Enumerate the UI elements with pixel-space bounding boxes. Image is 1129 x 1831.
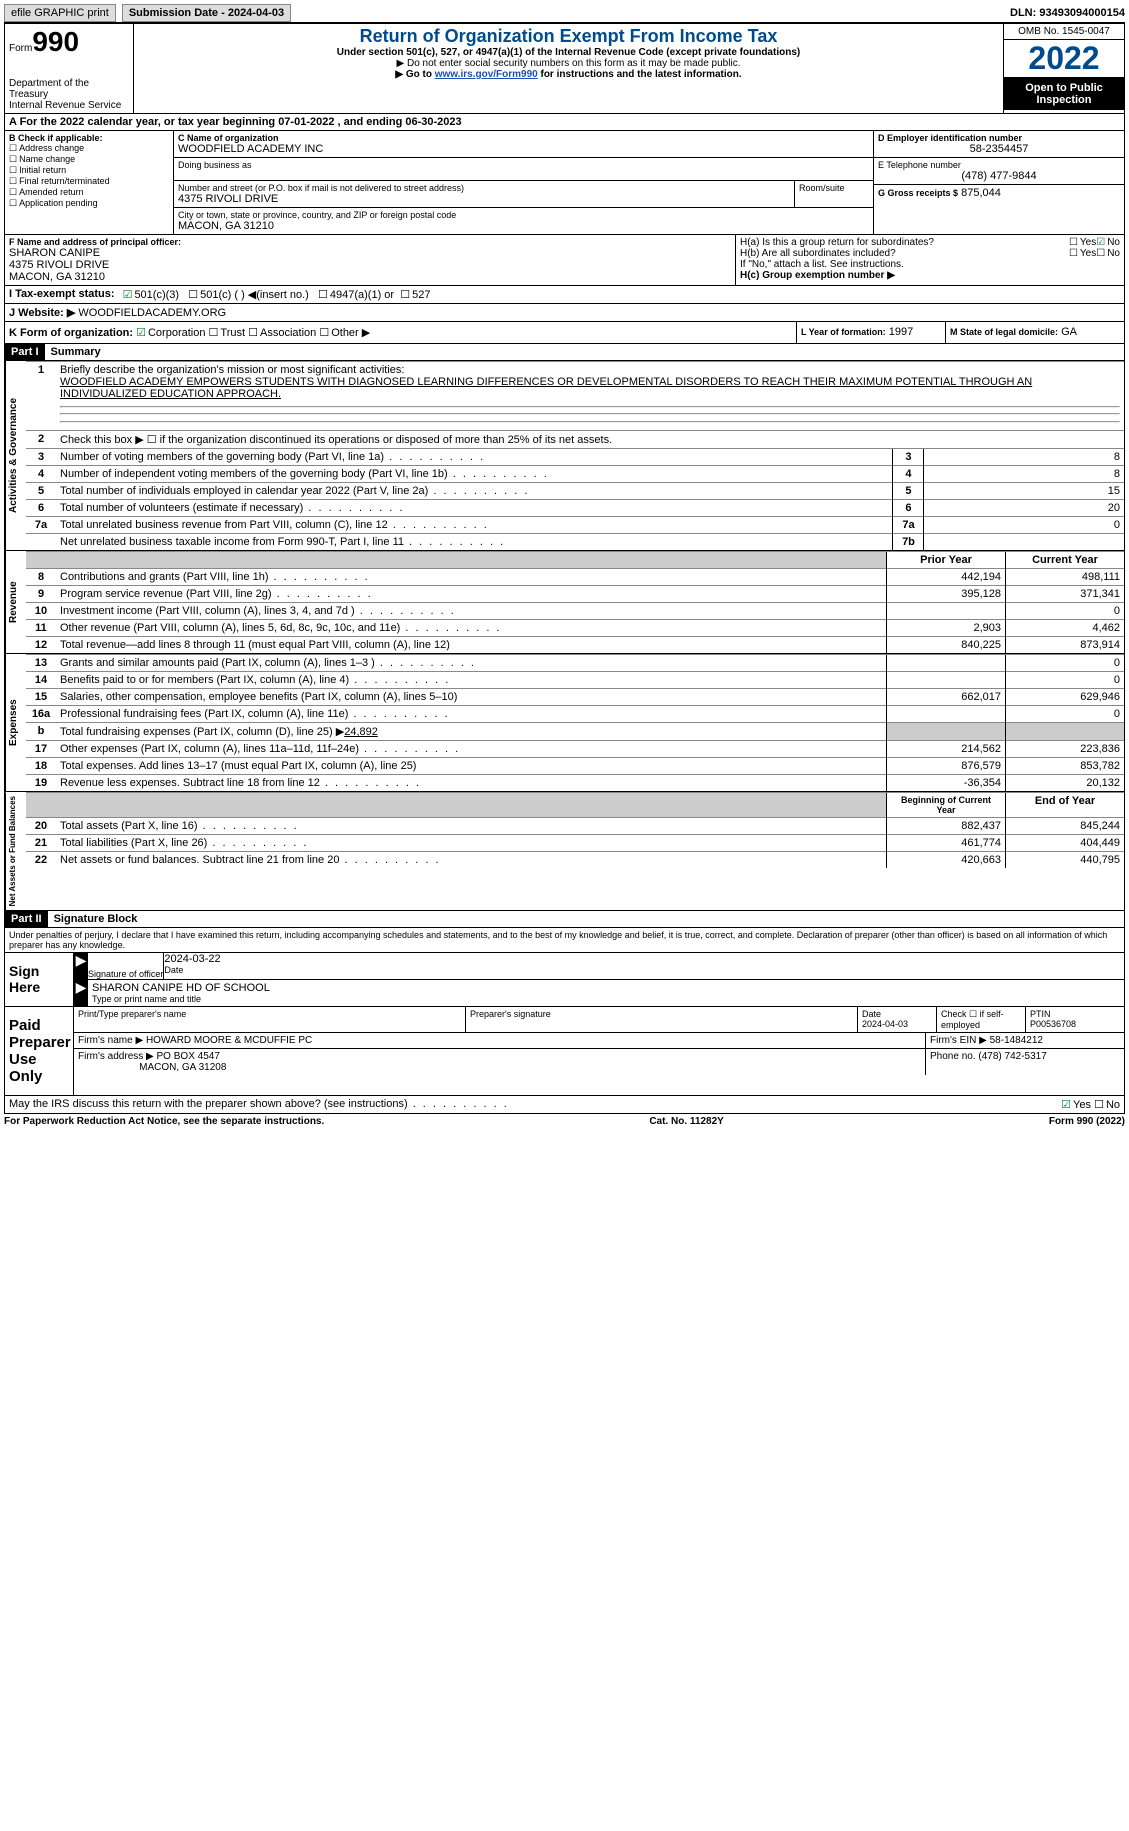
top-bar: efile GRAPHIC print Submission Date - 20…: [4, 4, 1125, 23]
box-j: J Website: ▶ WOODFIELDACADEMY.ORG: [4, 304, 1125, 322]
h-a-no[interactable]: [1096, 237, 1107, 248]
footer: For Paperwork Reduction Act Notice, see …: [4, 1114, 1125, 1127]
officer-name: SHARON CANIPE HD OF SCHOOL: [92, 982, 1120, 994]
form-subtitle-1: Under section 501(c), 527, or 4947(a)(1)…: [140, 47, 997, 58]
firm-name: HOWARD MOORE & MCDUFFIE PC: [146, 1035, 312, 1046]
penalties-text: Under penalties of perjury, I declare th…: [4, 928, 1125, 953]
box-d-e-g: D Employer identification number 58-2354…: [873, 131, 1124, 234]
form-subtitle-2: ▶ Do not enter social security numbers o…: [140, 58, 997, 69]
section-net-assets: Net Assets or Fund Balances Beginning of…: [4, 792, 1125, 911]
section-revenue: Revenue Prior YearCurrent Year 8Contribu…: [4, 551, 1125, 654]
org-city: MACON, GA 31210: [178, 220, 869, 232]
form-subtitle-3: ▶ Go to www.irs.gov/Form990 for instruct…: [140, 69, 997, 80]
h-a-yes[interactable]: [1069, 237, 1080, 248]
mission: WOODFIELD ACADEMY EMPOWERS STUDENTS WITH…: [60, 376, 1032, 400]
box-c: C Name of organization WOODFIELD ACADEMY…: [174, 131, 873, 234]
discuss-row: May the IRS discuss this return with the…: [4, 1096, 1125, 1114]
telephone: (478) 477-9844: [878, 170, 1120, 182]
sign-date: 2024-03-22: [164, 953, 364, 965]
501c3-check[interactable]: [123, 289, 135, 301]
box-i: I Tax-exempt status: 501(c)(3) 501(c) ( …: [4, 286, 1125, 304]
box-m: M State of legal domicile: GA: [945, 322, 1124, 343]
omb-number: OMB No. 1545-0047: [1004, 24, 1124, 40]
sign-here-block: Sign Here ▶ Signature of officer 2024-03…: [4, 953, 1125, 1007]
section-expenses: Expenses 13Grants and similar amounts pa…: [4, 654, 1125, 792]
arrow-icon: ▶: [74, 980, 88, 1006]
box-f: F Name and address of principal officer:…: [5, 235, 735, 285]
h-b-yes[interactable]: [1069, 248, 1080, 259]
org-street: 4375 RIVOLI DRIVE: [178, 193, 790, 205]
org-name: WOODFIELD ACADEMY INC: [178, 143, 869, 155]
ein: 58-2354457: [878, 143, 1120, 155]
public-inspection: Open to Public Inspection: [1004, 78, 1124, 110]
tax-year: 2022: [1004, 40, 1124, 78]
discuss-yes[interactable]: [1061, 1099, 1073, 1111]
section-activities: Activities & Governance 1 Briefly descri…: [4, 361, 1125, 551]
line-a: A For the 2022 calendar year, or tax yea…: [4, 114, 1125, 131]
dln: DLN: 93493094000154: [1010, 7, 1125, 19]
form-header: Form990 Department of the Treasury Inter…: [4, 23, 1125, 114]
irs-link[interactable]: www.irs.gov/Form990: [435, 69, 538, 80]
submission-date: Submission Date - 2024-04-03: [122, 4, 291, 22]
part-2-label: Part II: [5, 911, 48, 927]
efile-print-button[interactable]: efile GRAPHIC print: [4, 4, 116, 22]
box-b: B Check if applicable: Address change Na…: [5, 131, 174, 234]
part-2-title: Signature Block: [48, 911, 144, 927]
part-1-title: Summary: [45, 344, 107, 360]
corp-check[interactable]: [136, 327, 148, 339]
gross-receipts: 875,044: [961, 187, 1001, 199]
h-b-no[interactable]: [1096, 248, 1107, 259]
paid-preparer-block: Paid Preparer Use Only Print/Type prepar…: [4, 1007, 1125, 1096]
form-number: Form990: [9, 26, 129, 58]
box-h: H(a) Is this a group return for subordin…: [735, 235, 1124, 285]
treasury-dept: Department of the Treasury: [9, 78, 129, 100]
box-l: L Year of formation: 1997: [796, 322, 945, 343]
arrow-icon: ▶: [74, 953, 88, 979]
box-k: K Form of organization: Corporation Trus…: [5, 322, 796, 343]
irs-label: Internal Revenue Service: [9, 100, 129, 111]
discuss-no[interactable]: [1094, 1099, 1106, 1111]
form-title: Return of Organization Exempt From Incom…: [140, 26, 997, 47]
website: WOODFIELDACADEMY.ORG: [78, 307, 226, 319]
part-1-label: Part I: [5, 344, 45, 360]
